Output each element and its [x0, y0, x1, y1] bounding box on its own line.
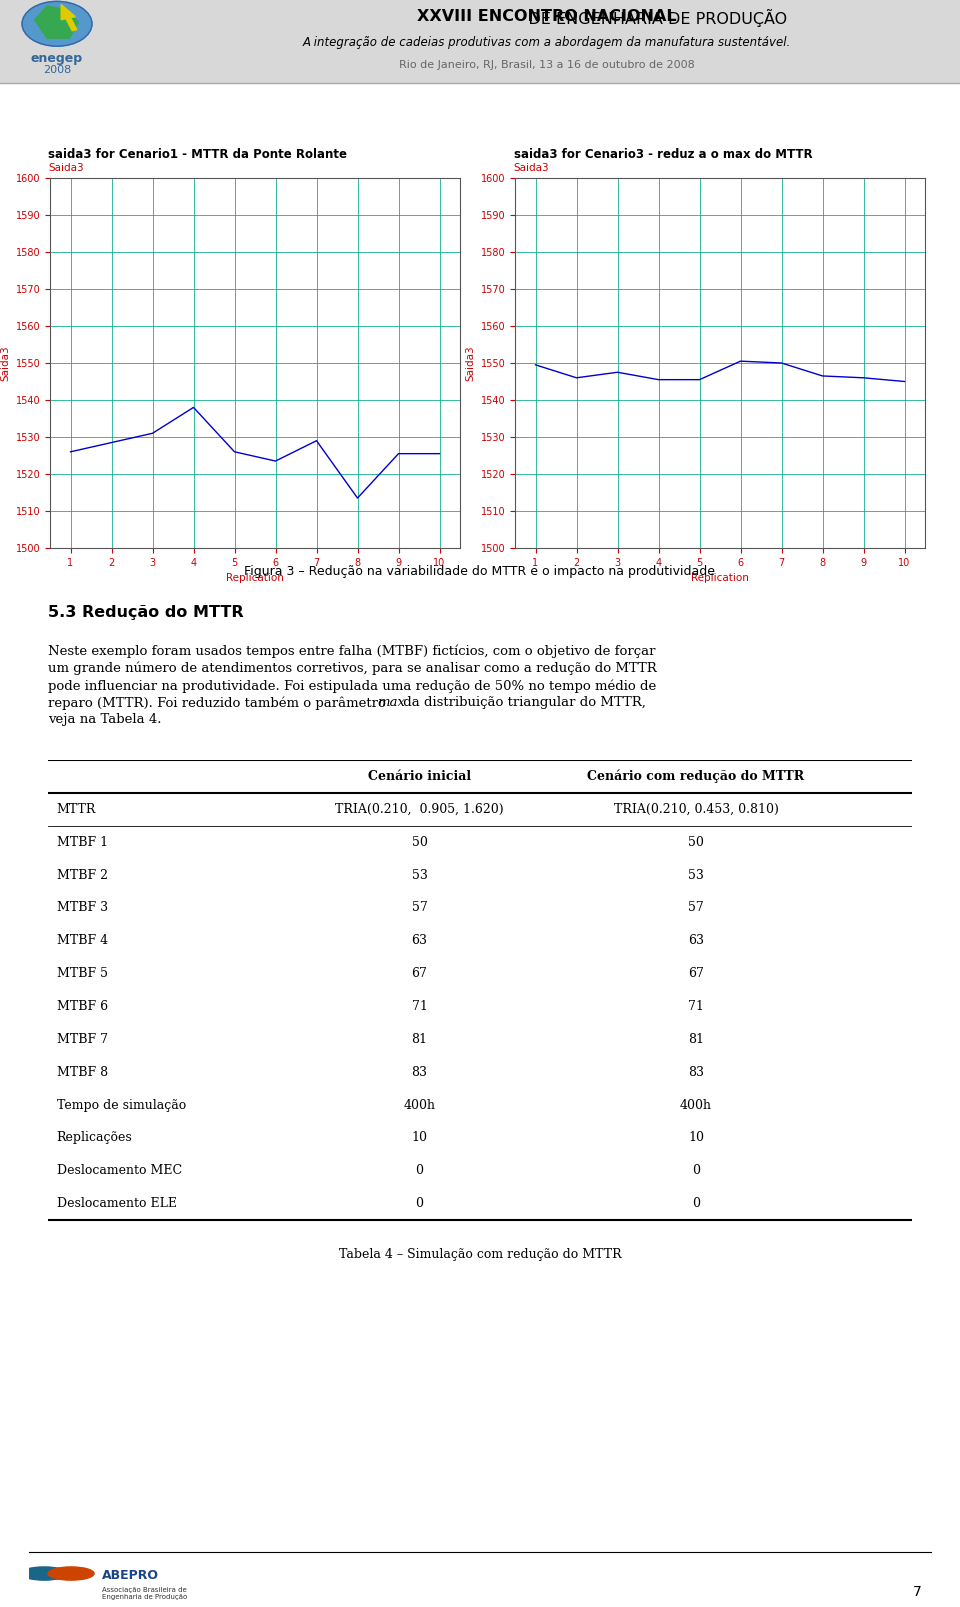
- Text: Saida3: Saida3: [514, 162, 549, 174]
- Text: 71: 71: [412, 1000, 427, 1012]
- Circle shape: [48, 1567, 94, 1580]
- Text: enegep: enegep: [31, 51, 84, 64]
- Text: Cenário inicial: Cenário inicial: [368, 770, 471, 783]
- Text: 0: 0: [692, 1197, 700, 1210]
- Text: MTTR: MTTR: [57, 804, 96, 816]
- Text: pode influenciar na produtividade. Foi estipulada uma redução de 50% no tempo mé: pode influenciar na produtividade. Foi e…: [48, 680, 657, 693]
- Text: XXVIII ENCONTRO NACIONAL: XXVIII ENCONTRO NACIONAL: [418, 10, 677, 24]
- FancyArrow shape: [61, 5, 77, 31]
- Y-axis label: Saida3: Saida3: [465, 346, 475, 381]
- Text: max: max: [377, 696, 405, 709]
- Text: 81: 81: [688, 1033, 704, 1046]
- X-axis label: Replication: Replication: [691, 574, 749, 583]
- Text: saida3 for Cenario3 - reduz a o max do MTTR: saida3 for Cenario3 - reduz a o max do M…: [514, 148, 812, 161]
- Text: 400h: 400h: [403, 1099, 436, 1112]
- Text: 10: 10: [412, 1131, 427, 1144]
- Text: 67: 67: [688, 967, 704, 980]
- Text: Replicações: Replicações: [57, 1131, 132, 1144]
- Text: Associação Brasileira de
Engenharia de Produção: Associação Brasileira de Engenharia de P…: [102, 1588, 187, 1601]
- Text: 57: 57: [412, 902, 427, 914]
- Text: 83: 83: [412, 1065, 427, 1078]
- Text: 50: 50: [412, 836, 427, 848]
- Text: ABEPRO: ABEPRO: [102, 1568, 158, 1581]
- Text: MTBF 4: MTBF 4: [57, 934, 108, 947]
- Text: MTBF 7: MTBF 7: [57, 1033, 108, 1046]
- Text: DE ENGENHARIA DE PRODUÇÃO: DE ENGENHARIA DE PRODUÇÃO: [307, 10, 787, 27]
- Text: 71: 71: [688, 1000, 704, 1012]
- Circle shape: [22, 2, 92, 47]
- Text: 7: 7: [912, 1585, 922, 1599]
- Text: Deslocamento ELE: Deslocamento ELE: [57, 1197, 177, 1210]
- Text: Cenário com redução do MTTR: Cenário com redução do MTTR: [588, 770, 804, 783]
- Polygon shape: [35, 6, 79, 39]
- Text: saida3 for Cenario1 - MTTR da Ponte Rolante: saida3 for Cenario1 - MTTR da Ponte Rola…: [48, 148, 347, 161]
- X-axis label: Replication: Replication: [226, 574, 284, 583]
- Y-axis label: Saida3: Saida3: [0, 346, 10, 381]
- Text: 83: 83: [688, 1065, 704, 1078]
- Text: da distribuição triangular do MTTR,: da distribuição triangular do MTTR,: [399, 696, 646, 709]
- Text: um grande número de atendimentos corretivos, para se analisar como a redução do : um grande número de atendimentos correti…: [48, 662, 657, 675]
- Text: 67: 67: [412, 967, 427, 980]
- Text: 0: 0: [416, 1165, 423, 1178]
- Text: 400h: 400h: [680, 1099, 712, 1112]
- Text: 0: 0: [692, 1165, 700, 1178]
- Text: reparo (MTTR). Foi reduzido também o parâmetro: reparo (MTTR). Foi reduzido também o par…: [48, 696, 390, 710]
- Circle shape: [21, 1567, 67, 1580]
- Text: 53: 53: [688, 868, 704, 882]
- Text: 81: 81: [412, 1033, 427, 1046]
- Text: MTBF 1: MTBF 1: [57, 836, 108, 848]
- Text: Deslocamento MEC: Deslocamento MEC: [57, 1165, 181, 1178]
- Text: Rio de Janeiro, RJ, Brasil, 13 a 16 de outubro de 2008: Rio de Janeiro, RJ, Brasil, 13 a 16 de o…: [399, 59, 695, 69]
- Text: Figura 3 – Redução na variabilidade do MTTR e o impacto na produtividade: Figura 3 – Redução na variabilidade do M…: [245, 566, 715, 579]
- Text: 53: 53: [412, 868, 427, 882]
- Text: 63: 63: [688, 934, 704, 947]
- Text: veja na Tabela 4.: veja na Tabela 4.: [48, 714, 161, 726]
- Text: 2008: 2008: [43, 66, 71, 76]
- Text: MTBF 6: MTBF 6: [57, 1000, 108, 1012]
- Text: 50: 50: [688, 836, 704, 848]
- Text: 5.3 Redução do MTTR: 5.3 Redução do MTTR: [48, 604, 244, 620]
- Text: MTBF 8: MTBF 8: [57, 1065, 108, 1078]
- Text: Saida3: Saida3: [48, 162, 84, 174]
- Text: TRIA(0.210,  0.905, 1.620): TRIA(0.210, 0.905, 1.620): [335, 804, 504, 816]
- Text: Tempo de simulação: Tempo de simulação: [57, 1099, 186, 1112]
- Text: 0: 0: [416, 1197, 423, 1210]
- Text: A integração de cadeias produtivas com a abordagem da manufatura sustentável.: A integração de cadeias produtivas com a…: [303, 35, 791, 48]
- Text: 57: 57: [688, 902, 704, 914]
- Text: Tabela 4 – Simulação com redução do MTTR: Tabela 4 – Simulação com redução do MTTR: [339, 1249, 621, 1261]
- Text: MTBF 3: MTBF 3: [57, 902, 108, 914]
- Text: MTBF 5: MTBF 5: [57, 967, 108, 980]
- Text: Neste exemplo foram usados tempos entre falha (MTBF) fictícios, com o objetivo d: Neste exemplo foram usados tempos entre …: [48, 644, 656, 659]
- Text: TRIA(0.210, 0.453, 0.810): TRIA(0.210, 0.453, 0.810): [613, 804, 779, 816]
- Text: 63: 63: [412, 934, 427, 947]
- Text: 10: 10: [688, 1131, 704, 1144]
- Text: MTBF 2: MTBF 2: [57, 868, 108, 882]
